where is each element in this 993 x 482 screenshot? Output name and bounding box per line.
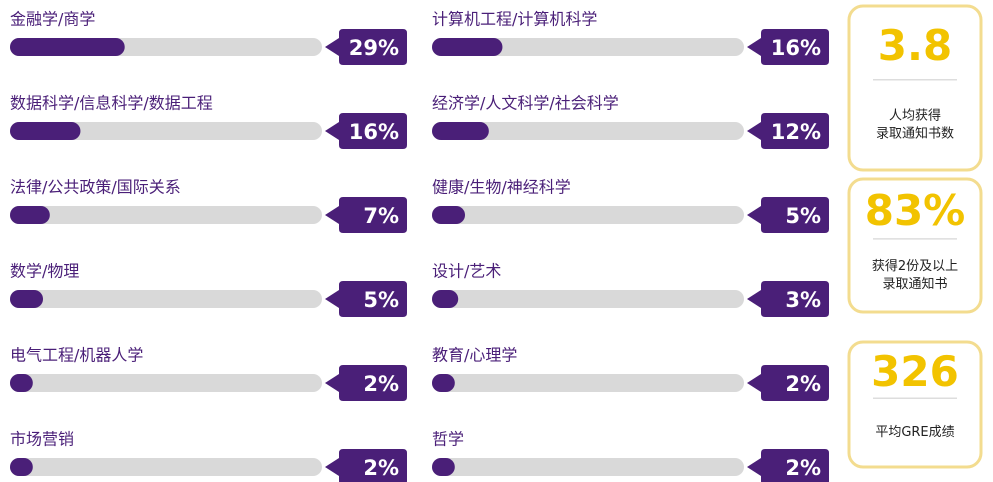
bar [432,206,466,224]
bar [10,206,50,224]
track [10,206,322,224]
value-label: 2% [785,372,821,396]
value-label: 2% [785,456,821,480]
track [432,374,744,392]
value-label: 5% [785,204,821,228]
bar [10,458,33,476]
value-label: 29% [349,36,399,60]
category-label: 电气工程/机器人学 [10,346,143,365]
value-label: 2% [363,456,399,480]
track [432,290,744,308]
category-label: 数据科学/信息科学/数据工程 [10,94,213,113]
stat-label: 录取通知书数 [876,125,954,141]
category-label: 数学/物理 [10,262,79,281]
stat-value: 3.8 [878,21,952,70]
track [432,122,744,140]
bar [432,374,455,392]
stat-value: 83% [865,186,966,235]
stat-label: 人均获得 [889,107,941,123]
value-label: 16% [349,120,399,144]
stat-card [847,340,983,469]
track [10,458,322,476]
track [10,290,322,308]
category-label: 市场营销 [10,430,74,449]
bar [10,374,33,392]
value-label: 12% [771,120,821,144]
track [432,458,744,476]
category-label: 计算机工程/计算机科学 [432,10,597,29]
badge [747,281,829,317]
bar [432,290,459,308]
bar [432,122,489,140]
badge [747,449,829,482]
track [10,122,322,140]
category-label: 经济学/人文科学/社会科学 [432,94,619,113]
badge [747,197,829,233]
category-label: 哲学 [432,430,464,449]
badge [325,281,407,317]
track [432,206,744,224]
stat-card [847,4,983,172]
bar [432,38,503,56]
category-label: 设计/艺术 [432,262,501,281]
badge [325,113,407,149]
value-label: 2% [363,372,399,396]
stat-card [847,177,983,314]
badge [747,365,829,401]
bar [10,122,81,140]
track [10,374,322,392]
track [432,38,744,56]
badge [325,449,407,482]
value-label: 3% [785,288,821,312]
category-label: 教育/心理学 [432,346,517,365]
stat-label: 平均GRE成绩 [875,425,954,440]
badge [747,113,829,149]
bar [10,38,125,56]
badge [325,29,407,65]
category-label: 金融学/商学 [10,10,95,29]
bar [432,458,455,476]
badge [325,365,407,401]
category-label: 健康/生物/神经科学 [432,178,571,197]
value-label: 5% [363,288,399,312]
bar [10,290,44,308]
badge [747,29,829,65]
value-label: 16% [771,36,821,60]
category-label: 法律/公共政策/国际关系 [10,178,181,197]
stat-label: 录取通知书 [882,276,947,292]
value-label: 7% [363,204,399,228]
badge [325,197,407,233]
stat-value: 326 [871,347,959,396]
stat-label: 获得2份及以上 [872,258,958,274]
